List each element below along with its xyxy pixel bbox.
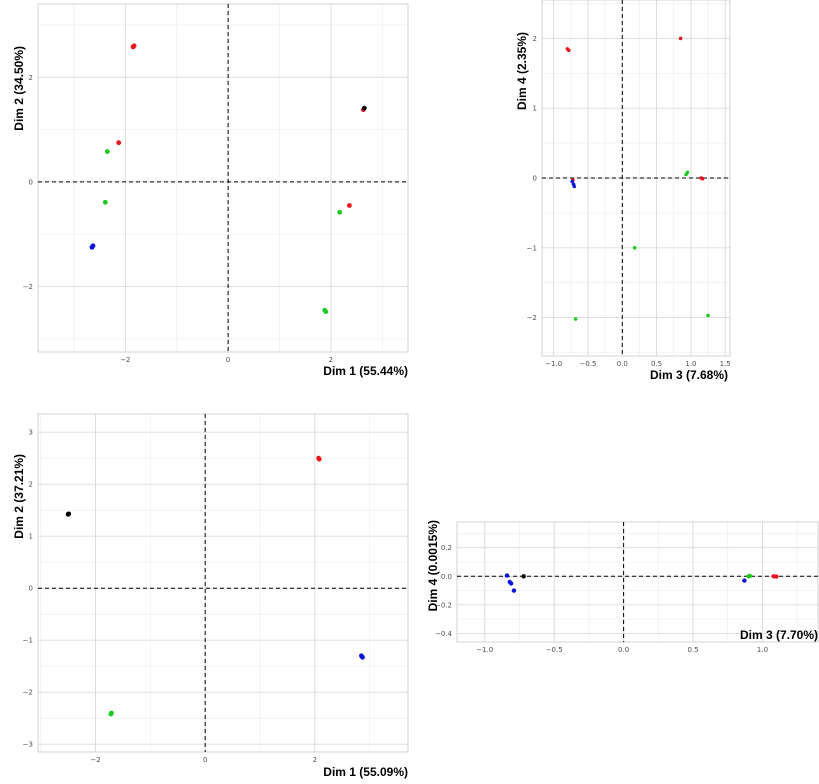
y-tick-label: 0 xyxy=(533,175,537,183)
plot-background xyxy=(457,522,818,642)
x-tick-label: −2 xyxy=(90,756,100,764)
x-tick-label: −2 xyxy=(120,356,130,364)
data-point-blue xyxy=(572,184,577,189)
plot-background xyxy=(38,4,408,352)
scatter-panel-dim1-dim2-bottom: −2 0 2 −3 −2 −1 0 1 2 3 Dim 1 (55.09%) Dim 2 (37.21… xyxy=(12,413,409,779)
y-tick-label: −2 xyxy=(23,283,33,291)
data-point-green xyxy=(104,149,110,154)
data-point-blue xyxy=(90,243,96,249)
y-tick-label: −2 xyxy=(527,314,537,322)
y-tick-label: 3 xyxy=(29,429,33,437)
x-tick-label: 0.0 xyxy=(618,646,629,654)
plot-border xyxy=(37,413,409,753)
y-tick-label: 2 xyxy=(29,481,33,489)
data-point-red xyxy=(566,48,571,53)
y-tick-label: −3 xyxy=(23,741,33,749)
y-tick-label: 0.2 xyxy=(441,544,452,552)
plot-border xyxy=(37,3,409,353)
data-point-blue xyxy=(742,578,747,583)
y-tick-label: 2 xyxy=(29,74,33,82)
plot-background xyxy=(38,414,408,752)
x-tick-label: 1.5 xyxy=(720,360,731,368)
data-point-green xyxy=(685,170,690,175)
scatter-panel-dim3-dim4-top: −1.0 −0.5 0.0 0.5 1.0 1.5 −2 −1 0 1 2 Dim 3 (7.68%)… xyxy=(515,0,731,382)
x-tick-label: −0.5 xyxy=(546,646,563,654)
scatter-panel-dim3-dim4-bottom: −1.0 −0.5 0.0 0.5 1.0 −0.4 −0.2 0.0 0.2 Dim 3 (7.… xyxy=(426,520,819,654)
data-point-green xyxy=(323,309,329,315)
y-tick-label: −1 xyxy=(527,244,537,252)
y-tick-label: −0.2 xyxy=(435,601,452,609)
y-tick-label: −1 xyxy=(23,637,33,645)
data-point-green xyxy=(632,246,637,250)
data-point-blue xyxy=(511,588,517,593)
data-point-green xyxy=(706,313,710,318)
y-tick-label: 0.0 xyxy=(441,573,452,581)
x-axis-title: Dim 3 (7.70%) xyxy=(740,628,818,642)
y-tick-label: 2 xyxy=(533,35,537,43)
y-axis-title: Dim 4 (0.0015%) xyxy=(426,520,440,611)
data-point-red xyxy=(116,140,122,146)
data-point-green xyxy=(109,710,114,716)
y-axis-title: Dim 2 (34.50%) xyxy=(12,46,26,131)
x-tick-label: 2 xyxy=(313,756,317,764)
x-tick-label: 0.5 xyxy=(651,360,662,368)
data-point-green xyxy=(102,199,108,205)
x-axis-title: Dim 1 (55.44%) xyxy=(323,364,408,378)
data-point-blue xyxy=(570,179,574,184)
data-point-green xyxy=(573,317,578,321)
x-tick-label: −0.5 xyxy=(579,360,596,368)
y-tick-label: −2 xyxy=(23,689,33,697)
data-point-black xyxy=(361,105,367,111)
data-point-blue xyxy=(360,654,365,660)
data-point-green xyxy=(747,573,753,579)
y-tick-label: 0 xyxy=(29,585,33,593)
plot-border xyxy=(456,521,819,643)
data-point-red xyxy=(131,43,137,49)
x-tick-label: 2 xyxy=(329,356,333,364)
x-tick-label: 0.0 xyxy=(617,360,628,368)
data-point-blue xyxy=(508,581,514,586)
data-point-red xyxy=(774,574,779,579)
data-point-red xyxy=(678,36,683,41)
data-point-black xyxy=(521,574,526,579)
data-point-green xyxy=(337,209,343,215)
data-point-black xyxy=(66,511,72,517)
x-axis-title: Dim 3 (7.68%) xyxy=(650,368,728,382)
data-point-red xyxy=(316,456,322,462)
x-tick-label: −1.0 xyxy=(476,646,493,654)
data-point-red xyxy=(347,203,352,208)
data-point-blue xyxy=(504,573,510,578)
y-axis-title: Dim 2 (37.21%) xyxy=(12,454,26,539)
data-point-red xyxy=(700,176,705,181)
x-tick-label: 1.0 xyxy=(757,646,768,654)
x-tick-label: 1.0 xyxy=(685,360,696,368)
y-tick-label: 0 xyxy=(29,178,33,186)
x-axis-title: Dim 1 (55.09%) xyxy=(323,765,408,779)
x-tick-label: 0 xyxy=(203,756,207,764)
y-tick-label: −0.4 xyxy=(435,630,453,638)
y-axis-title: Dim 4 (2.35%) xyxy=(515,32,529,110)
x-tick-label: 0.5 xyxy=(687,646,698,654)
y-tick-label: 1 xyxy=(29,533,33,541)
x-tick-label: −1.0 xyxy=(545,360,562,368)
x-tick-label: 0 xyxy=(226,356,230,364)
y-tick-label: 1 xyxy=(533,105,537,113)
